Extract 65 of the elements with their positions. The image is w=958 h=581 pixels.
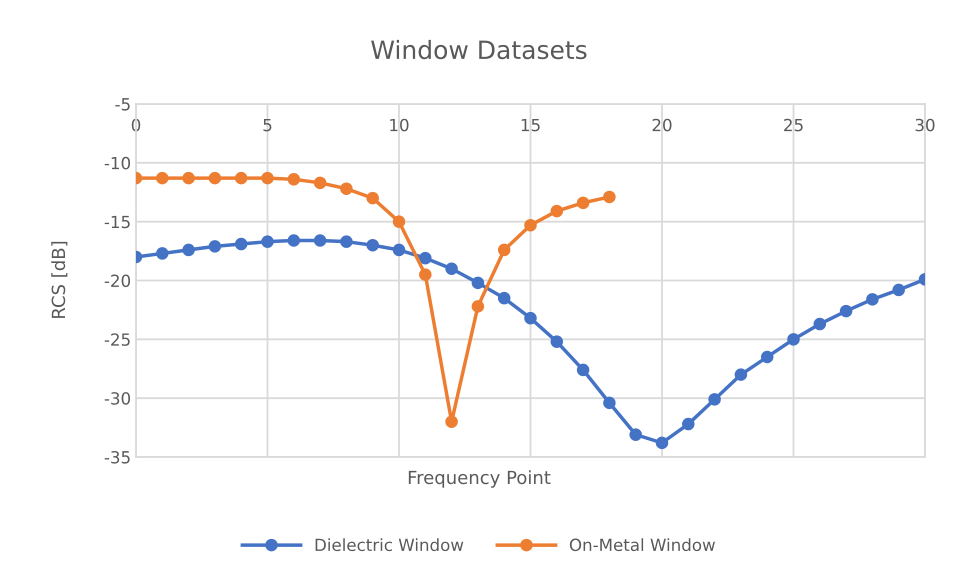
- point: [472, 276, 484, 290]
- point: [392, 244, 406, 256]
- point: [234, 238, 248, 250]
- point: [472, 300, 484, 313]
- point: [234, 172, 248, 184]
- y-tick-label: -25: [104, 333, 130, 346]
- point: [576, 196, 590, 210]
- point: [445, 415, 458, 428]
- point: [288, 234, 300, 247]
- point: [314, 234, 326, 247]
- point: [760, 350, 774, 364]
- point: [340, 235, 353, 248]
- legend-label: Dielectric Window: [316, 538, 464, 552]
- point: [208, 172, 222, 184]
- point: [814, 318, 826, 330]
- point: [261, 235, 274, 248]
- y-tick-label: -35: [104, 450, 130, 464]
- point: [576, 364, 590, 376]
- point: [392, 215, 406, 228]
- x-tick-label: 30: [916, 118, 934, 132]
- point: [182, 172, 195, 184]
- point: [182, 244, 195, 256]
- point: [419, 252, 432, 264]
- point: [892, 284, 905, 296]
- point: [629, 428, 642, 441]
- point: [787, 333, 800, 346]
- legend-label: On-Metal Window: [570, 538, 715, 552]
- point: [366, 238, 379, 252]
- point: [340, 182, 353, 195]
- point: [366, 192, 379, 204]
- y-tick-label: -20: [104, 274, 130, 288]
- x-axis-title: Frequency Point: [408, 470, 550, 488]
- x-tick-label: 5: [263, 118, 272, 132]
- point: [524, 312, 537, 324]
- y-axis-title: RCS [dB]: [51, 242, 68, 318]
- point: [550, 335, 564, 348]
- y-tick-label: -5: [115, 98, 130, 111]
- point: [734, 368, 748, 381]
- point: [603, 396, 616, 410]
- point: [156, 247, 169, 260]
- x-tick-label: 10: [390, 118, 408, 132]
- x-tick-label: 20: [652, 118, 672, 132]
- point: [445, 262, 458, 275]
- y-tick-label: -15: [104, 216, 130, 228]
- point: [524, 218, 537, 232]
- point: [708, 393, 721, 406]
- point: [498, 244, 510, 256]
- x-tick-label: 25: [784, 118, 803, 132]
- point: [603, 190, 616, 204]
- point: [656, 436, 668, 450]
- point: [288, 173, 300, 186]
- x-tick-label: 15: [522, 118, 540, 132]
- point: [208, 240, 222, 253]
- y-tick-label: -10: [104, 156, 130, 170]
- point: [156, 172, 169, 184]
- point: [498, 292, 510, 304]
- point: [419, 268, 432, 281]
- y-tick-label: -30: [104, 392, 130, 405]
- point: [261, 172, 274, 184]
- point: [866, 293, 879, 306]
- point: [682, 418, 695, 430]
- point: [550, 204, 564, 218]
- point: [314, 176, 326, 190]
- point: [840, 304, 852, 318]
- chart-title: Window Datasets: [371, 40, 586, 60]
